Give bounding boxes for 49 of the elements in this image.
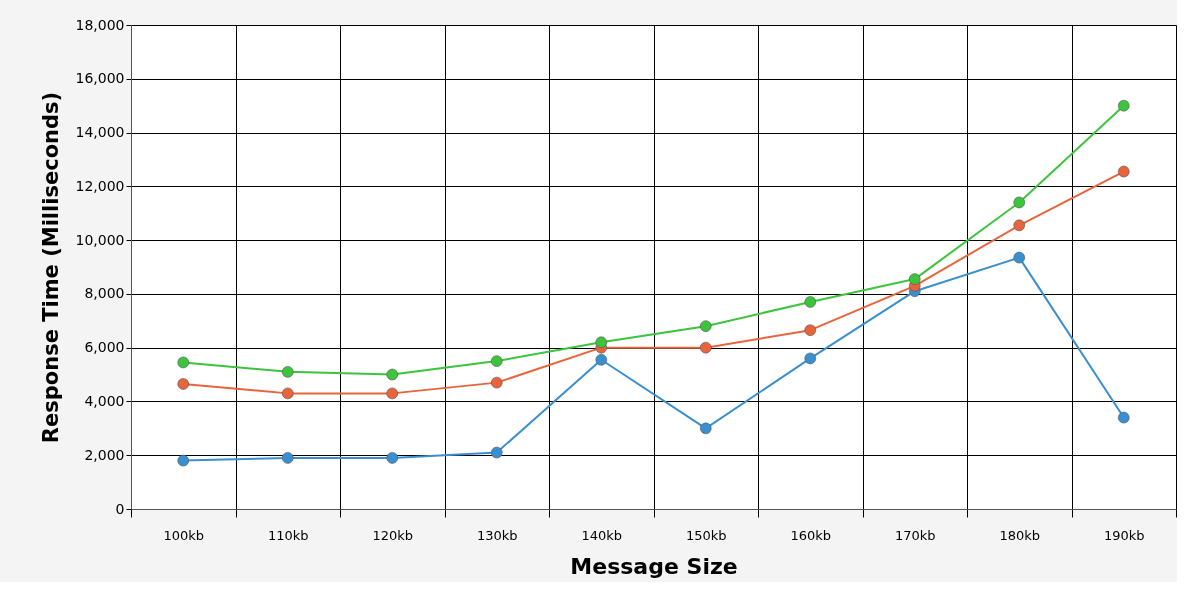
y-tick-label: 16,000 (75, 70, 125, 87)
x-tick-label: 130kb (476, 527, 518, 543)
point (386, 387, 399, 400)
x-tick-label: 100kb (163, 527, 205, 543)
y-tick-label: 10,000 (75, 231, 125, 248)
point (804, 352, 817, 365)
x-tick-label: 120kb (372, 527, 414, 543)
point (281, 387, 294, 400)
x-tick-label: 190kb (1103, 527, 1145, 543)
x-tick-label: 170kb (894, 527, 936, 543)
point (386, 368, 399, 381)
point (490, 446, 503, 459)
y-tick-label: 18,000 (75, 16, 125, 33)
y-tick-label: 14,000 (75, 124, 125, 141)
y-tick-label: 8,000 (84, 285, 125, 302)
point (177, 454, 190, 467)
x-tick-label: 140kb (581, 527, 623, 543)
point (1013, 251, 1026, 264)
x-axis-title: Message Size (570, 553, 738, 579)
point (490, 376, 503, 389)
point (908, 273, 921, 285)
point (804, 324, 817, 336)
y-tick-label: 6,000 (84, 339, 125, 356)
point (595, 354, 608, 366)
point (177, 356, 190, 369)
point (281, 452, 294, 464)
point (1117, 165, 1130, 178)
y-tick-label: 4,000 (84, 392, 125, 409)
point (595, 336, 608, 349)
x-tick-label: 110kb (267, 527, 309, 543)
point (281, 366, 294, 378)
point (386, 452, 399, 464)
y-tick-label: 12,000 (75, 177, 125, 194)
point (699, 422, 712, 435)
point (1013, 219, 1026, 232)
x-tick-label: 180kb (999, 527, 1041, 543)
y-tick-label: 0 (115, 500, 125, 517)
x-tick-label: 160kb (790, 527, 832, 543)
point (1117, 99, 1130, 112)
point (699, 320, 712, 332)
x-tick-label: 150kb (685, 527, 727, 543)
y-tick-label: 2,000 (84, 446, 125, 463)
point (699, 341, 712, 354)
point (1117, 411, 1130, 424)
point (177, 378, 190, 390)
point (490, 355, 503, 367)
point (1013, 196, 1026, 209)
point (804, 296, 817, 308)
y-axis-title: Response Time (Milliseconds) (38, 91, 63, 444)
